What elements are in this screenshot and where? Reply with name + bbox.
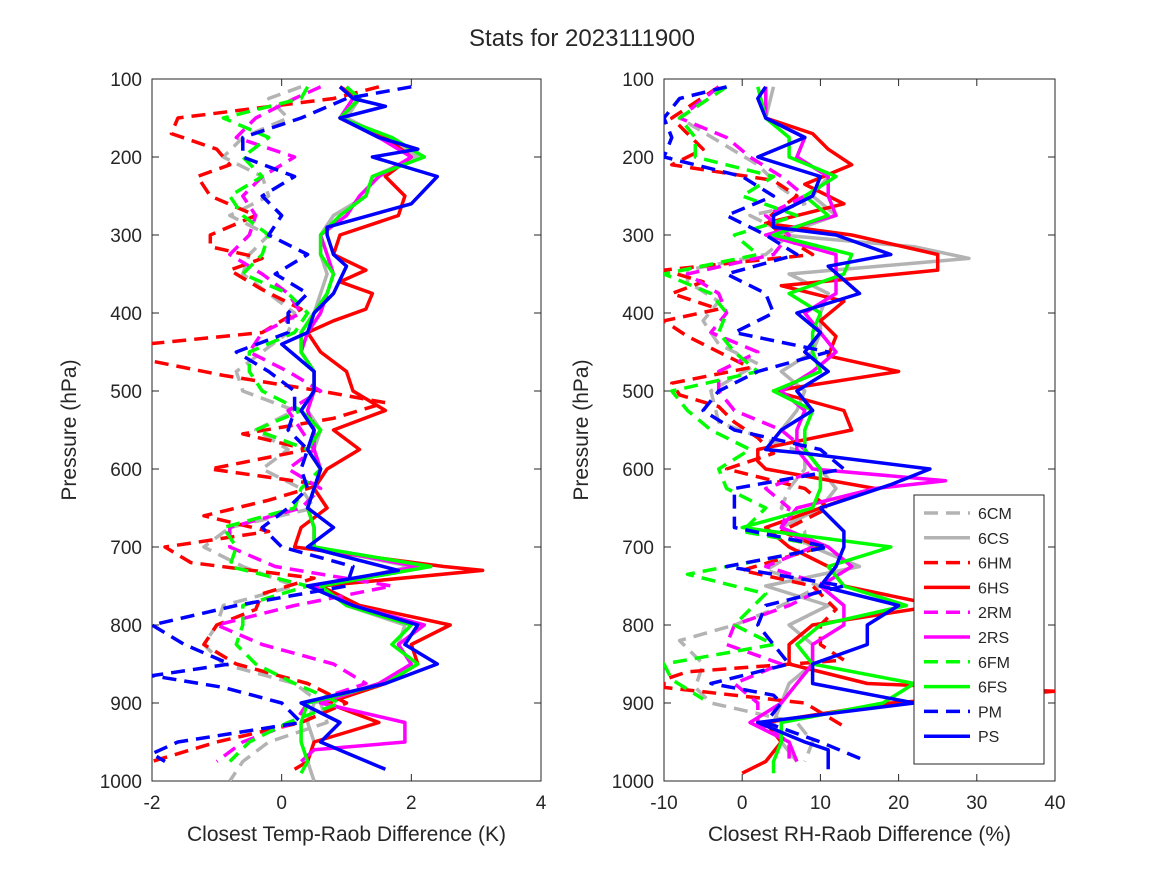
series-line-6fm xyxy=(221,85,342,763)
legend-label: 6HS xyxy=(978,580,1009,597)
legend-label: 6CM xyxy=(978,506,1012,523)
x-tick-label: 30 xyxy=(966,793,987,814)
y-tick-label: 900 xyxy=(622,694,654,715)
y-tick-label: 1000 xyxy=(100,772,142,793)
x-axis-label: Closest RH-Raob Difference (%) xyxy=(708,823,1011,846)
x-tick-label: 20 xyxy=(888,793,909,814)
series-line-ps xyxy=(279,85,440,771)
series-line-pm xyxy=(152,85,412,764)
series-line-2rs xyxy=(748,86,948,763)
series-group xyxy=(664,85,1055,775)
x-tick-label: 10 xyxy=(810,793,831,814)
series-line-6fs xyxy=(740,86,916,774)
y-tick-label: 300 xyxy=(622,226,654,247)
y-tick-label: 800 xyxy=(622,616,654,637)
x-tick-label: -2 xyxy=(144,793,161,814)
legend-label: PS xyxy=(978,729,999,746)
x-tick-label: -10 xyxy=(650,793,677,814)
plot-area xyxy=(151,78,542,782)
y-tick-label: 200 xyxy=(110,148,142,169)
series-line-6cm xyxy=(677,85,823,763)
y-tick-label: 100 xyxy=(622,70,654,91)
y-tick-label: 500 xyxy=(622,382,654,403)
x-axis-label: Closest Temp-Raob Difference (K) xyxy=(187,823,506,846)
x-tick-label: 0 xyxy=(276,793,287,814)
legend-box xyxy=(913,494,1045,765)
x-tick-label: 2 xyxy=(406,793,417,814)
series-line-6fs xyxy=(299,85,433,775)
temp-difference-panel: -2 0 2 4 100 200 300 400 500 600 700 800 900 1000 Clos… xyxy=(58,70,547,846)
legend-label: 6CS xyxy=(978,531,1009,548)
y-tick-label: 200 xyxy=(622,148,654,169)
series-line-6fm xyxy=(664,85,830,701)
legend-label: 6FM xyxy=(978,655,1010,672)
y-tick-label: 700 xyxy=(622,538,654,559)
y-tick-label: 500 xyxy=(110,382,142,403)
x-tick-label: 0 xyxy=(737,793,748,814)
y-tick-label: 800 xyxy=(110,616,142,637)
series-line-2rm xyxy=(215,85,394,763)
legend: 6CM 6CS 6HM 6HS 2RM 2RS 6FM 6FS PM PS xyxy=(913,494,1045,765)
y-tick-label: 1000 xyxy=(612,772,654,793)
series-group xyxy=(152,85,485,781)
y-tick-label: 400 xyxy=(110,304,142,325)
y-tick-label: 600 xyxy=(622,460,654,481)
legend-label: PM xyxy=(978,704,1002,721)
x-tick-label: 40 xyxy=(1044,793,1065,814)
legend-label: 6FS xyxy=(978,680,1007,697)
y-axis-label: Pressure (hPa) xyxy=(58,359,81,500)
y-tick-label: 300 xyxy=(110,226,142,247)
legend-label: 2RM xyxy=(978,605,1012,622)
y-tick-label: 600 xyxy=(110,460,142,481)
series-line-6hm xyxy=(152,85,388,764)
y-tick-label: 900 xyxy=(110,694,142,715)
y-axis-label: Pressure (hPa) xyxy=(570,359,593,500)
series-line-ps xyxy=(756,85,932,770)
y-tick-label: 100 xyxy=(110,70,142,91)
x-tick-label: 4 xyxy=(536,793,547,814)
chart-title: Stats for 2023111900 xyxy=(469,25,695,52)
series-line-pm xyxy=(664,85,868,764)
legend-label: 2RS xyxy=(978,630,1009,647)
legend-label: 6HM xyxy=(978,556,1012,573)
y-tick-label: 700 xyxy=(110,538,142,559)
series-line-2rm xyxy=(677,85,830,762)
y-tick-label: 400 xyxy=(622,304,654,325)
